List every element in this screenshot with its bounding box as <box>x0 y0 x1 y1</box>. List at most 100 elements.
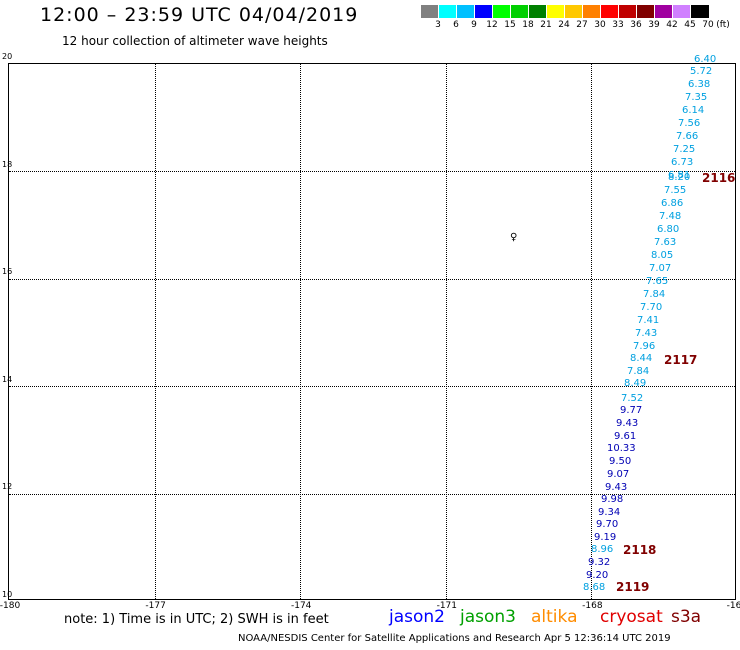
wave-height-label: 9.43 <box>605 482 628 493</box>
scale-label: 15 <box>504 20 516 30</box>
legend-altika: altika <box>531 607 578 627</box>
scale-label: 24 <box>558 20 570 30</box>
wave-height-label: 9.98 <box>601 494 624 505</box>
scale-label: 33 <box>612 20 624 30</box>
meridian-line <box>445 64 447 599</box>
scale-swatch <box>439 5 457 18</box>
track-number-label: 2118 <box>623 543 657 557</box>
latitude-label: 14 <box>2 374 13 384</box>
scale-label: 42 <box>666 20 678 30</box>
wave-height-label: 9.07 <box>607 469 630 480</box>
wave-height-label: 9.32 <box>588 557 611 568</box>
wave-height-label: 5.72 <box>690 66 713 77</box>
latitude-label: 18 <box>2 159 13 169</box>
wave-height-label: 8.96 <box>591 544 614 555</box>
wave-height-label: 7.41 <box>637 315 660 326</box>
parallel-line <box>9 171 735 173</box>
meridian-line <box>300 64 302 599</box>
wave-height-label: 7.84 <box>627 366 650 377</box>
wave-height-label: 7.65 <box>646 276 669 287</box>
wave-height-label: 6.80 <box>657 224 680 235</box>
wave-height-label: 9.50 <box>609 456 632 467</box>
longitude-label: -174 <box>290 601 312 611</box>
scale-swatch <box>637 5 655 18</box>
scale-label: 12 <box>486 20 498 30</box>
parallel-line <box>9 493 735 495</box>
scale-label: 27 <box>576 20 588 30</box>
scale-label: 18 <box>522 20 534 30</box>
island-marker: ♀ <box>510 232 518 243</box>
scale-swatch <box>529 5 547 18</box>
wave-height-label: 9.43 <box>616 418 639 429</box>
wave-height-label: 8.20 <box>668 172 691 183</box>
wave-height-label: 8.49 <box>624 378 647 389</box>
longitude-label: -180 <box>0 601 21 611</box>
legend-jason3: jason3 <box>460 607 516 627</box>
scale-label: 39 <box>648 20 660 30</box>
wave-height-label: 8.44 <box>630 353 653 364</box>
wave-height-label: 7.66 <box>676 131 699 142</box>
scale-swatch <box>547 5 565 18</box>
map-area <box>8 63 736 600</box>
credit-line: NOAA/NESDIS Center for Satellite Applica… <box>238 633 671 644</box>
wave-height-label: 7.70 <box>640 302 663 313</box>
wave-height-label: 7.25 <box>673 144 696 155</box>
wave-height-label: 8.68 <box>583 582 606 593</box>
legend-s3a: s3a <box>671 607 702 627</box>
chart-subtitle: 12 hour collection of altimeter wave hei… <box>62 34 328 48</box>
scale-swatch <box>457 5 475 18</box>
wave-height-label: 7.43 <box>635 328 658 339</box>
wave-height-label: 6.14 <box>682 105 705 116</box>
footnote: note: 1) Time is in UTC; 2) SWH is in fe… <box>64 612 329 627</box>
wave-height-label: 9.20 <box>586 570 609 581</box>
track-number-label: 2117 <box>664 353 698 367</box>
scale-swatch <box>421 5 439 18</box>
wave-height-label: 9.61 <box>614 431 637 442</box>
scale-swatch <box>565 5 583 18</box>
scale-label: 70 <box>702 20 714 30</box>
scale-label: 3 <box>435 20 441 30</box>
parallel-line <box>9 278 735 280</box>
scale-swatch <box>691 5 709 18</box>
color-scale-labels: 3 6 9 12 15 18 21 24 27 30 33 36 39 42 45 70 (ft) <box>421 20 740 34</box>
meridian-line <box>154 64 156 599</box>
wave-height-label: 6.81 <box>668 170 691 181</box>
latitude-label: 10 <box>2 589 13 599</box>
wave-height-label: 6.40 <box>694 54 717 65</box>
longitude-label: -177 <box>145 601 166 611</box>
wave-height-label: 6.86 <box>661 198 684 209</box>
wave-height-label: 9.77 <box>620 405 643 416</box>
chart-title: 12:00 – 23:59 UTC 04/04/2019 <box>40 4 359 26</box>
parallel-line <box>9 386 735 388</box>
wave-height-label: 10.33 <box>607 443 636 454</box>
legend-cryosat: cryosat <box>600 607 663 627</box>
scale-swatch <box>601 5 619 18</box>
scale-swatch <box>475 5 493 18</box>
longitude-label: -171 <box>436 601 458 611</box>
scale-swatch <box>673 5 691 18</box>
wave-height-label: 7.96 <box>633 341 656 352</box>
scale-swatch <box>583 5 601 18</box>
scale-swatch <box>655 5 673 18</box>
scale-label: 30 <box>594 20 606 30</box>
color-scale <box>421 5 709 18</box>
scale-unit: (ft) <box>716 20 730 30</box>
legend-jason2: jason2 <box>389 607 445 627</box>
scale-swatch <box>493 5 511 18</box>
wave-height-label: 7.48 <box>659 211 682 222</box>
wave-height-label: 7.07 <box>649 263 672 274</box>
wave-height-label: 7.84 <box>643 289 666 300</box>
wave-height-label: 6.73 <box>671 157 694 168</box>
latitude-label: 12 <box>2 482 13 491</box>
scale-swatch <box>619 5 637 18</box>
track-number-label: 2119 <box>616 580 650 594</box>
scale-label: 9 <box>471 20 477 30</box>
scale-label: 45 <box>684 20 696 30</box>
longitude-label: -16 <box>726 601 740 611</box>
scale-label: 6 <box>453 20 459 30</box>
wave-height-label: 7.63 <box>654 237 677 248</box>
wave-height-label: 9.19 <box>594 532 617 543</box>
wave-height-label: 9.70 <box>596 519 619 530</box>
wave-height-label: 7.52 <box>621 393 644 404</box>
scale-label: 21 <box>540 20 552 30</box>
